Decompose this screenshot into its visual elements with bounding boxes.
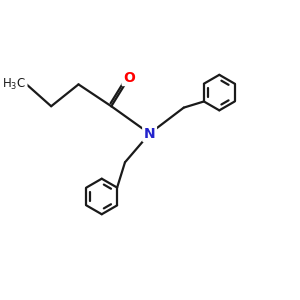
Text: O: O: [123, 70, 135, 85]
Text: H$_3$C: H$_3$C: [2, 77, 27, 92]
Text: N: N: [144, 127, 155, 141]
